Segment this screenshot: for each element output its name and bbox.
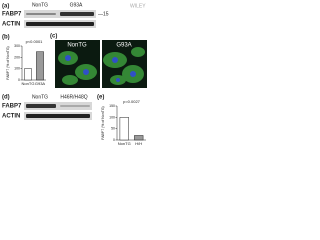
band — [26, 104, 56, 108]
image-label: NonTG — [67, 43, 87, 49]
band — [60, 105, 90, 107]
band — [26, 22, 94, 26]
y-tick-label: 50 — [111, 127, 115, 131]
y-tick-label: 300 — [14, 44, 20, 48]
row-label: FABP7 — [2, 12, 22, 18]
x-tick-label: G93A — [35, 81, 46, 86]
y-tick-label: 0 — [18, 78, 20, 82]
bar — [24, 68, 32, 81]
panel-label: (d) — [2, 95, 10, 101]
nuclei — [65, 55, 136, 82]
y-tick-label: 100 — [14, 67, 20, 71]
panel-label: (e) — [97, 95, 104, 101]
x-tick-label: NonTG — [22, 81, 35, 86]
band — [60, 12, 94, 16]
figure: WILEY (a) NonTG G93A FABP7 ACTIN —15 (c)… — [2, 2, 147, 146]
annotation: p=0.0027 — [123, 99, 141, 104]
y-tick-label: 0 — [113, 138, 115, 142]
x-tick-label: H/H — [135, 141, 142, 146]
band — [26, 13, 56, 15]
row-label: ACTIN — [2, 22, 20, 28]
annotation: p<0.0001 — [26, 39, 44, 44]
y-axis-title: FABP7 (% of NonTG) — [101, 106, 105, 139]
x-tick-label: NonTG — [118, 141, 131, 146]
bar — [119, 117, 129, 141]
row-label: ACTIN — [2, 114, 20, 120]
y-axis-title: FABP7 (% of NonTG) — [6, 46, 10, 79]
panel-label: (b) — [2, 35, 10, 41]
band — [26, 114, 90, 118]
lane-label: NonTG — [32, 94, 48, 100]
lane-label: G93A — [70, 2, 83, 8]
panel-label: (a) — [2, 4, 9, 10]
y-tick-label: 150 — [109, 104, 115, 108]
row-label: FABP7 — [2, 104, 22, 110]
y-tick-label: 200 — [14, 55, 20, 59]
bar — [134, 135, 144, 141]
y-tick-label: 100 — [109, 115, 115, 119]
panel-label: (c) — [50, 34, 57, 40]
watermark: WILEY — [130, 3, 146, 9]
blot — [24, 102, 92, 110]
lane-label: H46R/H48Q — [60, 94, 87, 100]
image-label: G93A — [116, 43, 131, 49]
marker: —15 — [98, 11, 109, 17]
bar — [36, 51, 44, 81]
lane-label: NonTG — [32, 2, 48, 8]
